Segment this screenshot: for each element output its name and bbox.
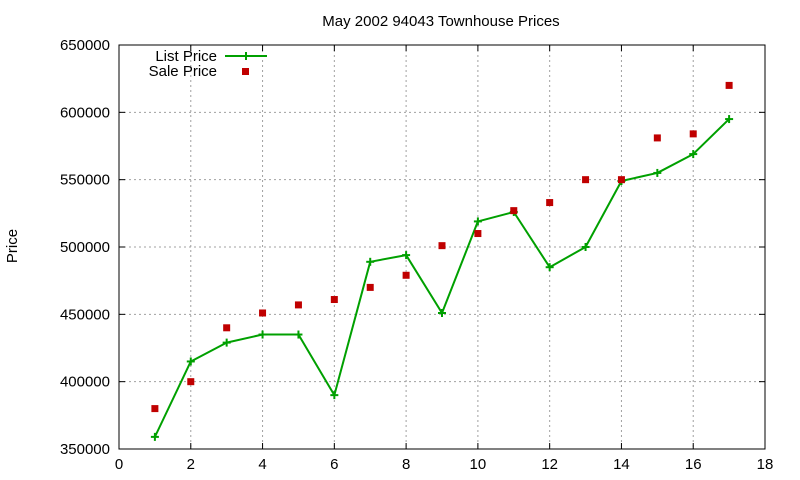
y-tick-label: 550000 bbox=[60, 172, 110, 189]
series-layer bbox=[150, 81, 734, 441]
x-tick-label: 10 bbox=[470, 456, 487, 473]
sale-price-point bbox=[510, 207, 518, 215]
list-price-point bbox=[689, 150, 698, 159]
list-price-point bbox=[402, 251, 411, 260]
sale-price-point bbox=[223, 324, 231, 332]
x-tick-label: 16 bbox=[685, 456, 702, 473]
sale-price-point bbox=[689, 130, 697, 138]
sale-price-point bbox=[653, 134, 661, 142]
sale-price-point bbox=[402, 271, 410, 279]
sale-price-point bbox=[617, 176, 625, 184]
chart-title: May 2002 94043 Townhouse Prices bbox=[322, 13, 559, 30]
x-tick-label: 8 bbox=[402, 456, 410, 473]
sale-price-point bbox=[330, 296, 338, 304]
list-price-point bbox=[725, 115, 734, 124]
sale-price-point bbox=[438, 242, 446, 250]
x-tick-label: 2 bbox=[187, 456, 195, 473]
x-tick-label: 18 bbox=[757, 456, 774, 473]
list-price-point bbox=[330, 391, 339, 400]
sale-price-point bbox=[474, 230, 482, 238]
sale-price-point bbox=[366, 283, 374, 291]
legend-plus-marker bbox=[242, 52, 250, 60]
sale-price-point bbox=[725, 81, 733, 89]
list-price-point bbox=[294, 330, 303, 339]
x-tick-label: 6 bbox=[330, 456, 338, 473]
grid-lines bbox=[119, 45, 765, 449]
tick-labels: 0 2 4 6 8 10 12 14 16 18 350000 400000 450000 500000 5… bbox=[60, 37, 773, 473]
legend: List Price Sale Price bbox=[149, 48, 267, 80]
x-tick-label: 14 bbox=[613, 456, 630, 473]
axis-ticks bbox=[118, 44, 766, 450]
list-price-point bbox=[258, 330, 267, 339]
legend-label-sale-price: Sale Price bbox=[149, 63, 217, 80]
sale-price-point bbox=[546, 199, 554, 207]
list-price-point bbox=[653, 168, 662, 177]
y-tick-label: 600000 bbox=[60, 104, 110, 121]
series-line-list-price bbox=[153, 118, 730, 438]
y-axis-label: Price bbox=[4, 229, 21, 263]
list-price-point bbox=[545, 263, 554, 272]
list-price-point bbox=[222, 338, 231, 347]
sale-price-point bbox=[582, 176, 590, 184]
y-tick-label: 650000 bbox=[60, 37, 110, 54]
x-tick-label: 4 bbox=[258, 456, 266, 473]
list-price-point bbox=[473, 217, 482, 226]
legend-label-list-price: List Price bbox=[155, 48, 217, 65]
x-tick-label: 12 bbox=[541, 456, 558, 473]
sale-price-point bbox=[294, 301, 302, 309]
x-tick-label: 0 bbox=[115, 456, 123, 473]
y-tick-label: 350000 bbox=[60, 441, 110, 458]
list-price-point bbox=[438, 308, 446, 317]
list-price-point bbox=[581, 243, 590, 251]
y-tick-label: 400000 bbox=[60, 374, 110, 391]
y-tick-label: 500000 bbox=[60, 239, 110, 256]
y-tick-label: 450000 bbox=[60, 306, 110, 323]
sale-price-point bbox=[187, 378, 195, 386]
list-price-point bbox=[186, 357, 195, 366]
list-price-point bbox=[150, 432, 159, 441]
sale-price-point bbox=[259, 309, 267, 317]
legend-marker-sale-price bbox=[242, 68, 249, 75]
sale-price-point bbox=[151, 405, 159, 413]
legend-marker-list-price bbox=[242, 52, 250, 60]
list-price-point bbox=[366, 257, 375, 266]
